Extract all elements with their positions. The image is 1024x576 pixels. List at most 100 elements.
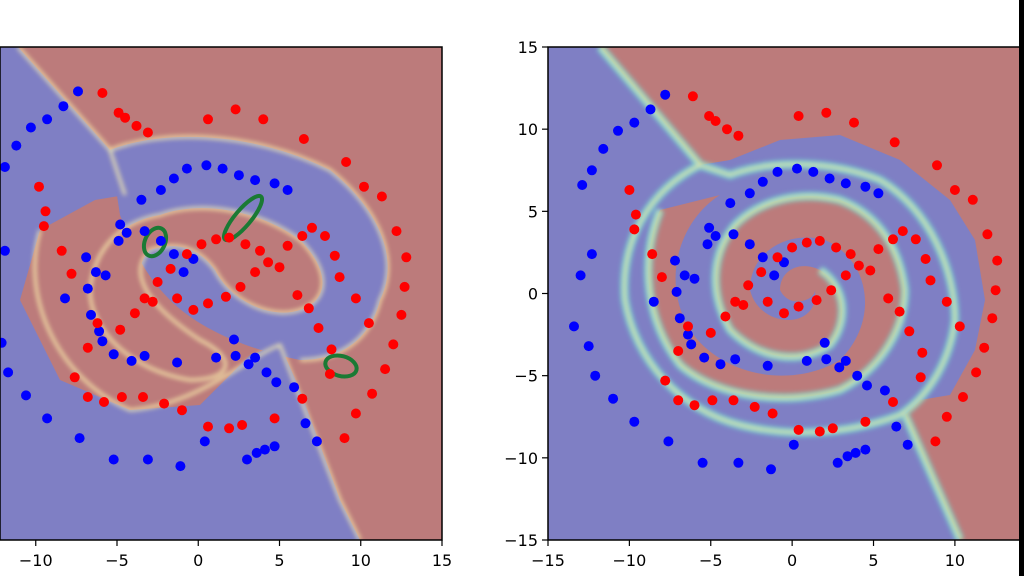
left-point-blue — [311, 436, 322, 447]
left-point-red — [235, 281, 246, 292]
left-point-red — [303, 303, 314, 314]
right-point-blue — [683, 329, 693, 340]
left-point-blue — [108, 349, 119, 360]
left-point-red — [391, 226, 402, 237]
left-point-blue — [58, 101, 69, 112]
right-point-red — [967, 194, 978, 205]
right-point-red — [673, 395, 684, 406]
left-point-blue — [3, 367, 14, 378]
left-point-blue — [81, 252, 92, 263]
left-point-blue — [115, 219, 126, 230]
left-point-red — [131, 120, 142, 131]
left-point-blue — [282, 185, 293, 195]
left-point-blue — [0, 337, 7, 348]
left-point-red — [324, 369, 335, 379]
left-data-points — [0, 86, 412, 472]
left-point-red — [334, 272, 345, 283]
left-point-blue — [25, 122, 36, 133]
left-point-red — [165, 263, 176, 274]
left-point-blue — [211, 352, 222, 363]
left-point-red — [181, 249, 192, 260]
right-point-red — [992, 255, 1003, 266]
right-data-points — [569, 89, 1003, 475]
left-point-red — [92, 318, 103, 329]
right-point-blue — [788, 439, 799, 450]
left-point-blue — [269, 178, 280, 189]
left-point-blue — [94, 326, 105, 337]
right-point-blue — [821, 354, 832, 365]
right-point-red — [767, 408, 778, 419]
left-point-red — [396, 309, 407, 320]
right-point-red — [941, 296, 952, 307]
left-point-blue — [271, 377, 282, 388]
right-point-red — [990, 285, 1001, 296]
right-point-red — [897, 226, 908, 237]
left-point-blue — [0, 245, 10, 256]
left-point-blue — [97, 336, 108, 347]
right-point-blue — [702, 239, 713, 250]
left-point-red — [339, 433, 350, 444]
left-point-blue — [230, 350, 241, 361]
left-point-red — [320, 231, 330, 241]
left-point-red — [142, 127, 153, 138]
right-point-blue — [715, 359, 726, 370]
left-point-blue — [126, 355, 137, 366]
left-point-blue — [42, 114, 53, 125]
left-point-red — [34, 181, 44, 192]
right-point-blue — [648, 296, 659, 307]
right-point-red — [772, 252, 783, 263]
right-point-blue — [583, 341, 594, 352]
annotation-ellipse-1 — [141, 225, 169, 259]
left-point-blue — [217, 163, 228, 174]
right-y-tick-label: −15 — [504, 531, 538, 550]
left-axes-frame — [0, 46, 443, 541]
right-point-blue — [586, 165, 597, 176]
right-point-blue — [674, 313, 685, 324]
left-point-red — [129, 308, 140, 319]
right-point-red — [647, 249, 658, 260]
left-point-red — [203, 298, 213, 309]
right-point-red — [904, 326, 915, 337]
left-point-blue — [136, 194, 147, 205]
right-x-tick-label: 0 — [787, 551, 797, 570]
left-point-red — [329, 250, 340, 261]
right-point-red — [979, 342, 990, 353]
right-point-red — [749, 401, 760, 412]
left-point-blue — [229, 334, 239, 345]
right-point-red — [743, 280, 754, 291]
left-point-blue — [11, 140, 22, 151]
left-point-red — [196, 239, 207, 250]
left-point-blue — [142, 454, 153, 465]
right-point-blue — [725, 198, 736, 209]
left-point-blue — [300, 418, 311, 429]
left-point-red — [307, 222, 317, 233]
right-y-tick-label: 0 — [528, 285, 538, 304]
right-red-spiral — [648, 195, 905, 398]
right-x-tick-label: −15 — [531, 551, 565, 570]
left-point-blue — [100, 270, 111, 281]
right-point-red — [831, 242, 842, 253]
left-point-blue — [201, 160, 212, 171]
left-point-blue — [250, 352, 261, 363]
left-point-red — [82, 392, 93, 402]
right-point-blue — [733, 457, 744, 468]
right-point-blue — [598, 143, 609, 154]
left-x-axis: −10 −5 0 5 10 15 — [19, 540, 452, 570]
right-point-red — [689, 400, 700, 411]
right-point-red — [629, 224, 640, 235]
right-point-blue — [671, 286, 682, 297]
right-point-red — [915, 372, 926, 383]
right-boundary-core — [598, 47, 962, 540]
left-point-red — [224, 423, 235, 434]
right-point-red — [787, 242, 798, 253]
right-point-red — [673, 346, 684, 356]
right-point-blue — [862, 380, 872, 391]
left-point-blue — [139, 350, 150, 361]
right-point-red — [630, 209, 641, 220]
left-point-blue — [90, 267, 101, 278]
right-point-red — [683, 321, 693, 332]
right-point-blue — [842, 451, 853, 462]
right-point-blue — [808, 166, 819, 177]
right-point-red — [821, 107, 832, 118]
